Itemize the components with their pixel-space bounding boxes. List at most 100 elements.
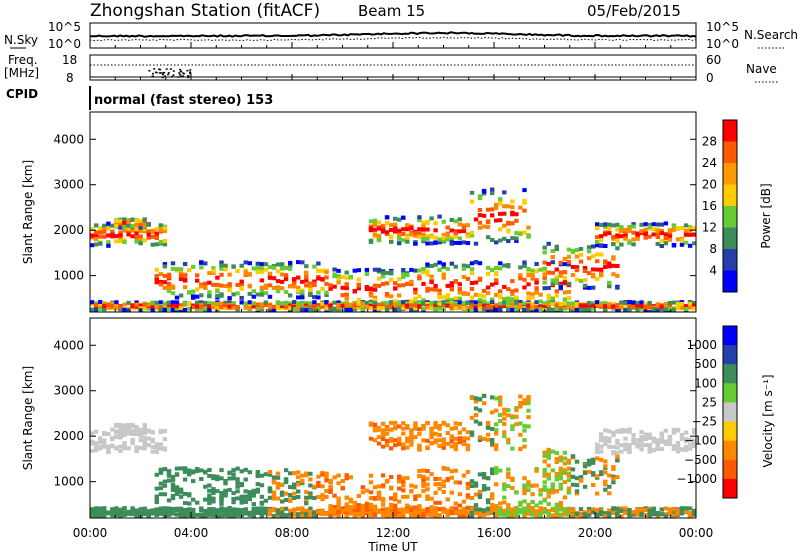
velocity-cell [473,511,479,516]
velocity-cell [615,445,620,450]
power-cell [393,299,398,304]
power-cell [465,276,471,281]
power-cell [376,237,382,242]
power-cell [603,232,608,237]
velocity-cell [312,484,317,489]
velocity-cell [368,421,374,426]
power-cell [320,277,325,282]
power-cell [344,302,349,307]
velocity-cell [162,479,168,484]
power-cell [393,228,398,233]
velocity-cell [485,476,491,481]
power-cell [304,275,309,280]
velocity-cell [659,512,664,517]
power-cell [126,220,131,224]
velocity-cell [623,511,628,516]
velocity-cell [279,506,285,511]
power-cell [506,204,511,209]
power-cell [603,301,608,306]
velocity-cell [667,510,673,515]
velocity-cell [619,506,624,511]
power-cell [182,301,188,306]
velocity-cell [574,476,580,481]
power-cell [94,237,99,242]
velocity-cell [542,480,547,485]
power-cell [595,277,600,281]
velocity-cell [166,509,172,514]
power-cell [344,298,349,303]
velocity-cell [490,441,495,446]
velocity-cell [506,508,511,513]
velocity-cell [308,506,313,511]
power-cell [481,189,487,194]
velocity-cell [409,428,414,433]
power-cell [619,305,624,310]
power-cell [433,287,438,292]
velocity-cell [247,495,252,500]
power-cell [667,237,673,242]
velocity-cell [562,469,568,474]
velocity-cell [235,477,240,482]
power-cell [518,231,523,236]
power-cell [506,263,511,267]
power-cell [413,287,418,292]
power-cell [308,307,313,312]
velocity-cell [494,470,499,475]
power-cell [623,228,628,232]
velocity-cell [166,478,172,483]
power-cell [671,224,677,229]
power-cell [469,230,475,235]
velocity-cell [122,426,127,431]
power-cell [316,269,321,274]
power-cell [235,269,240,274]
velocity-cell [611,476,616,481]
power-cell [376,220,382,225]
power-cell [441,275,446,280]
velocity-cell [469,512,475,517]
velocity-cell [603,428,608,433]
power-cell [393,302,398,307]
power-cell [275,285,281,290]
power-cell [360,307,366,312]
colorbar-segment [723,326,737,346]
power-cell [425,236,430,241]
velocity-cell [251,507,256,512]
power-cell [485,301,491,306]
power-cell [574,301,580,306]
velocity-cell [328,484,333,489]
velocity-cell [554,456,559,461]
ytick-label: 3000 [53,384,84,398]
power-cell [651,232,656,237]
velocity-cell [679,447,685,452]
velocity-cell [288,508,293,513]
power-cell [441,219,446,224]
velocity-cell [150,449,155,454]
power-cell [150,308,155,312]
power-cell [449,305,454,310]
velocity-cell [332,475,337,480]
velocity-cell [595,491,600,496]
velocity-cell [255,511,260,515]
power-cell [498,304,503,309]
velocity-cell [477,472,483,477]
velocity-cell [259,494,265,499]
velocity-cell [134,426,139,431]
velocity-cell [550,489,555,494]
velocity-cell [514,506,519,511]
power-heatmap [90,187,697,313]
velocity-cell [526,483,531,488]
velocity-cell [591,507,596,512]
power-cell [566,260,572,264]
velocity-cell [461,436,467,441]
velocity-cell [271,496,277,501]
velocity-cell [445,497,450,502]
velocity-cell [490,426,495,431]
power-cell [162,273,168,278]
velocity-cell [506,511,511,516]
power-cell [433,306,438,311]
velocity-cell [514,408,519,412]
colorbar-tick: 16 [702,199,717,213]
velocity-cell [558,512,563,517]
velocity-cell [643,442,648,447]
velocity-cell [687,506,693,511]
